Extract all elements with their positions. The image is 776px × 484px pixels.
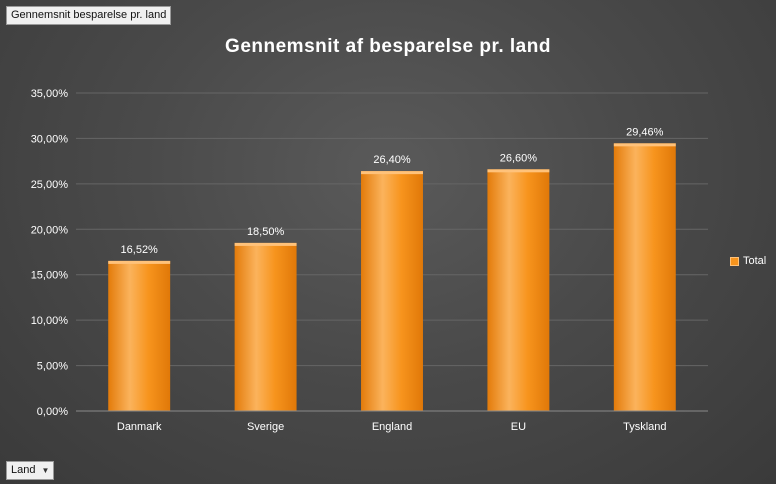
bar-tyskland[interactable]: [613, 143, 676, 412]
y-tick-label: 30,00%: [31, 133, 69, 145]
data-label: 18,50%: [247, 226, 285, 238]
y-axis-tick-labels: 0,00% 5,00% 10,00% 15,00% 20,00% 25,00% 30,00%…: [31, 88, 69, 418]
bars[interactable]: [108, 143, 676, 412]
x-tick-label: EU: [511, 421, 526, 433]
bar-top-highlight: [613, 143, 676, 147]
y-tick-label: 10,00%: [31, 315, 69, 327]
x-tick-label: England: [372, 421, 412, 433]
y-tick-label: 20,00%: [31, 224, 69, 236]
y-tick-label: 15,00%: [31, 270, 69, 282]
legend-label-total: Total: [743, 255, 767, 267]
bar-sverige[interactable]: [234, 242, 297, 411]
bar-top-highlight: [108, 260, 171, 264]
bar-top-highlight: [234, 242, 297, 246]
x-axis-tick-labels: Danmark Sverige England EU Tyskland: [117, 421, 667, 433]
bar-top-highlight: [487, 169, 550, 173]
y-tick-label: 5,00%: [37, 361, 68, 373]
legend[interactable]: Total: [730, 255, 766, 267]
legend-swatch-total: [730, 256, 739, 266]
y-tick-label: 35,00%: [31, 88, 69, 100]
bar-danmark[interactable]: [108, 260, 171, 411]
chevron-down-icon: ▼: [41, 466, 50, 475]
x-tick-label: Tyskland: [623, 421, 666, 433]
data-label: 26,40%: [373, 154, 411, 166]
y-tick-label: 0,00%: [37, 406, 68, 418]
data-label: 16,52%: [121, 244, 159, 256]
x-tick-label: Sverige: [247, 421, 284, 433]
chart-title: Gennemsnit af besparelse pr. land: [225, 36, 551, 57]
bar-eu[interactable]: [487, 169, 550, 411]
x-tick-label: Danmark: [117, 421, 162, 433]
value-field-button[interactable]: Gennemsnit besparelse pr. land: [6, 6, 172, 25]
axis-field-button[interactable]: Land ▼: [6, 461, 55, 480]
data-label: 26,60%: [500, 152, 538, 164]
data-label: 29,46%: [626, 126, 664, 138]
y-tick-label: 25,00%: [31, 179, 69, 191]
bar-england[interactable]: [361, 171, 423, 411]
axis-field-label: Land: [11, 464, 36, 476]
value-field-label: Gennemsnit besparelse pr. land: [11, 9, 167, 21]
data-labels: 16,52% 18,50% 26,40% 26,60% 29,46%: [121, 126, 664, 256]
bar-top-highlight: [361, 171, 423, 175]
